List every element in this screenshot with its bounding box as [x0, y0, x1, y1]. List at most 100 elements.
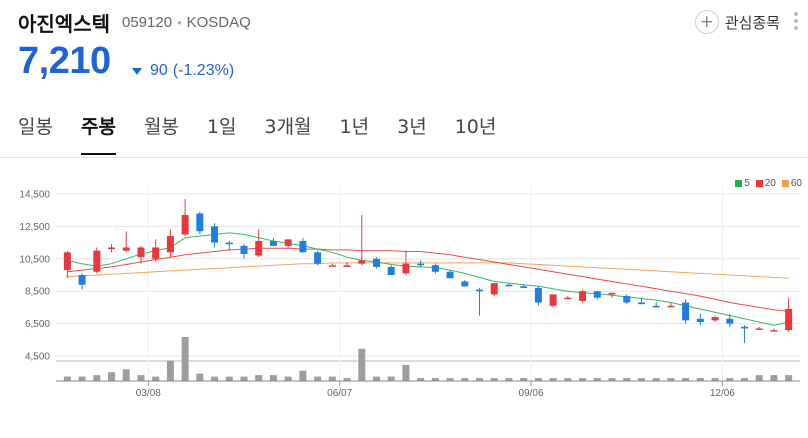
volume-bar: [476, 378, 484, 381]
candle-body: [196, 213, 204, 232]
candle-body: [417, 263, 425, 266]
tab-3years[interactable]: 3년: [397, 116, 427, 138]
separator-dot: •: [177, 15, 182, 30]
volume-bar: [314, 376, 322, 381]
change-amount: 90: [150, 62, 168, 79]
plus-circle-icon: +: [694, 10, 719, 34]
volume-bar: [520, 378, 528, 381]
volume-bar: [579, 378, 587, 381]
volume-bar: [564, 378, 572, 381]
volume-bar: [240, 376, 248, 381]
candle-body: [696, 318, 704, 322]
candle-body: [387, 266, 395, 275]
favorite-button[interactable]: + 관심종목: [694, 10, 780, 34]
volume-bar: [461, 378, 469, 381]
tab-divider: [0, 157, 808, 158]
volume-bar: [623, 378, 631, 381]
legend-swatch: [755, 180, 763, 187]
stock-header: 아진엑스텍 059120 • KOSDAQ + 관심종목 7,210 90 (-…: [0, 0, 808, 100]
candle-body: [637, 302, 645, 305]
stock-code: 059120: [122, 14, 173, 31]
legend-ma20: 20: [755, 178, 776, 189]
stock-market: KOSDAQ: [186, 14, 251, 31]
volume-bar: [328, 376, 336, 381]
legend-ma5: 5: [735, 178, 750, 189]
tab-10years[interactable]: 10년: [454, 116, 497, 138]
volume-bar: [181, 337, 189, 381]
volume-bar: [387, 376, 395, 381]
legend-ma60: 60: [781, 178, 802, 189]
candle-body: [284, 239, 292, 246]
tab-monthly[interactable]: 월봉: [143, 116, 179, 138]
tab-3months[interactable]: 3개월: [264, 116, 312, 138]
volume-bar: [534, 378, 542, 381]
candle-body: [402, 263, 410, 274]
volume-bar: [682, 378, 690, 381]
volume-bar: [299, 370, 307, 381]
candle-body: [431, 265, 439, 272]
stock-name: 아진엑스텍: [18, 12, 110, 36]
candle-body: [770, 330, 778, 332]
candle-body: [269, 240, 277, 246]
candle-body: [358, 260, 366, 264]
volume-bar: [78, 376, 86, 381]
volume-bar: [358, 348, 366, 381]
candle-body: [299, 240, 307, 253]
period-tabs: 일봉 주봉 월봉 1일 3개월 1년 3년 10년: [18, 112, 524, 155]
volume-bar: [667, 378, 675, 381]
volume-bar: [255, 375, 263, 381]
candle-body: [785, 309, 793, 331]
price-change: 90 (-1.23%): [132, 62, 234, 80]
volume-bar: [137, 375, 145, 381]
tab-weekly[interactable]: 주봉: [80, 112, 116, 155]
volume-bar: [122, 369, 130, 381]
ma5-line: [67, 232, 789, 326]
candle-body: [446, 271, 454, 279]
y-tick-label: 14,500: [19, 190, 50, 201]
candle-body: [534, 287, 542, 303]
volume-bar: [637, 378, 645, 381]
x-tick-label: 09/06: [519, 388, 544, 399]
candle-body: [755, 328, 763, 330]
tab-1day[interactable]: 1일: [206, 116, 237, 138]
candle-body: [461, 281, 469, 287]
volume-bar: [269, 375, 277, 381]
candle-body: [652, 305, 660, 308]
volume-bar: [726, 378, 734, 381]
volume-bar: [211, 376, 219, 381]
volume-bar: [196, 373, 204, 381]
tab-1year[interactable]: 1년: [339, 116, 370, 138]
candle-body: [255, 240, 263, 256]
volume-bar: [152, 376, 160, 381]
candle-body: [108, 247, 116, 250]
candle-body: [608, 292, 616, 295]
candle-body: [623, 296, 631, 303]
volume-bar: [402, 364, 410, 381]
candle-body: [593, 291, 601, 298]
candle-body: [372, 258, 380, 267]
volume-bar: [785, 375, 793, 381]
candle-body: [520, 286, 528, 288]
candle-body: [549, 294, 557, 306]
down-triangle-icon: [132, 67, 142, 75]
x-tick-label: 06/07: [327, 388, 352, 399]
candle-body: [137, 247, 145, 258]
legend-swatch: [735, 180, 743, 187]
candle-body: [328, 265, 336, 267]
volume-bar: [284, 376, 292, 381]
more-options-icon[interactable]: [794, 12, 798, 30]
volume-bar: [696, 378, 704, 381]
candle-body: [667, 305, 675, 308]
candle-body: [122, 247, 130, 251]
candle-body: [181, 215, 189, 235]
volume-bar: [608, 378, 616, 381]
volume-bar: [431, 378, 439, 381]
favorite-label: 관심종목: [724, 13, 780, 32]
ma-legend: 5 20 60: [735, 178, 802, 189]
volume-bar: [166, 360, 174, 381]
tab-daily[interactable]: 일봉: [18, 116, 53, 138]
ma20-line: [67, 247, 789, 312]
volume-bar: [108, 372, 116, 381]
change-percent: (-1.23%): [172, 62, 235, 79]
